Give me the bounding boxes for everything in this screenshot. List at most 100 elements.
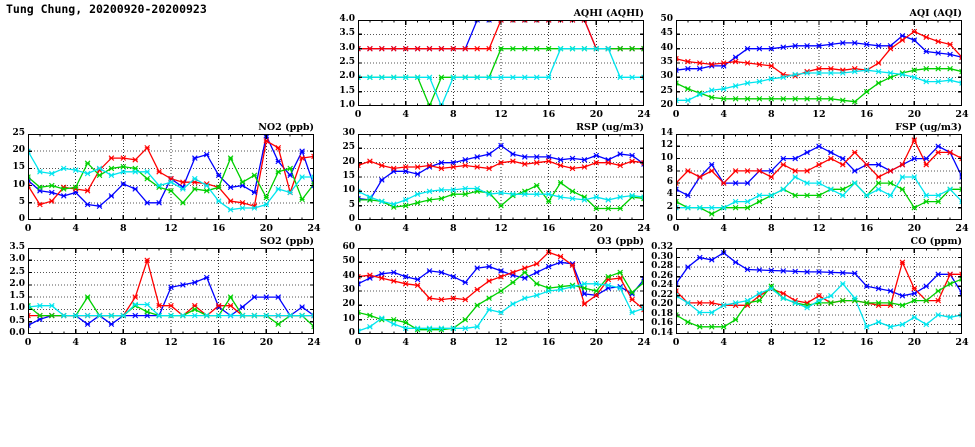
x-tick-label: 8 <box>450 337 457 348</box>
y-tick-label: 20 <box>660 100 673 110</box>
plot-area-so2 <box>28 248 314 334</box>
y-tick-label: 40 <box>660 42 673 53</box>
x-tick-label: 4 <box>720 223 727 234</box>
chart-panel-fsp: FSP (ug/m3) 0 2 4 6 8 10 12 14 0 4 8 12 16 20 24 <box>660 122 968 234</box>
y-tick-label: 0.24 <box>651 280 673 291</box>
x-tick-label: 24 <box>637 337 651 348</box>
chart-panel-rsp: RSP (ug/m3) 0 5 10 15 20 25 30 0 4 8 12 16 20 24 <box>342 122 650 234</box>
y-tick-label: 0 <box>348 328 355 338</box>
x-tick-label: 16 <box>212 223 226 234</box>
y-tick-label: 30 <box>342 285 355 295</box>
x-tick-label: 4 <box>402 337 409 348</box>
y-tick-label: 10 <box>12 179 25 190</box>
chart-panel-o3: O3 (ppb) 0 10 20 30 40 50 60 0 4 8 12 16 20 24 <box>342 236 650 348</box>
y-tick-label: 2.5 <box>9 266 25 277</box>
x-tick-label: 8 <box>450 223 457 234</box>
x-tick-label: 20 <box>589 109 603 120</box>
y-tick-label: 30 <box>660 71 673 82</box>
x-tick-label: 0 <box>354 109 362 120</box>
x-tick-label: 16 <box>542 109 556 120</box>
y-tick-label: 3.0 <box>9 254 25 265</box>
x-tick-label: 20 <box>907 337 921 348</box>
y-tick-label: 15 <box>12 162 25 173</box>
x-tick-label: 20 <box>259 337 273 348</box>
chart-title-o3: O3 (ppb) <box>596 236 644 247</box>
x-tick-label: 0 <box>24 337 32 348</box>
plot-area-fsp <box>676 134 962 220</box>
y-tick-label: 3.5 <box>9 242 25 252</box>
y-tick-label: 40 <box>342 270 355 281</box>
x-tick-label: 0 <box>672 109 680 120</box>
x-tick-label: 8 <box>120 223 127 234</box>
chart-panel-so2: SO2 (ppb) 0.0 0.5 1.0 1.5 2.0 2.5 3.0 3.5 0 4 8 12 16… <box>9 236 320 348</box>
x-tick-label: 16 <box>860 337 874 348</box>
chart-panel-aqhi: AQHI (AQHI) 1.0 1.5 2.0 2.5 3.0 3.5 4.0 0 4 8 12 16 2… <box>339 8 650 120</box>
y-tick-label: 3.5 <box>339 28 355 39</box>
x-tick-label: 8 <box>120 337 127 348</box>
x-tick-label: 12 <box>164 223 178 234</box>
plot-area-co <box>676 248 962 334</box>
y-tick-label: 0.26 <box>651 270 673 281</box>
x-tick-label: 24 <box>637 109 651 120</box>
y-tick-label: 10 <box>660 152 673 163</box>
y-tick-label: 25 <box>342 142 355 153</box>
x-tick-label: 4 <box>402 223 409 234</box>
y-tick-label: 1.0 <box>9 303 25 314</box>
y-tick-label: 1.5 <box>9 291 25 302</box>
x-tick-label: 20 <box>907 109 921 120</box>
x-tick-label: 20 <box>259 223 273 234</box>
x-tick-label: 0 <box>354 337 362 348</box>
page-title: Tung Chung, 20200920-20200923 <box>6 2 207 16</box>
series-line-day3 <box>358 271 644 331</box>
series-line-day1 <box>676 252 962 297</box>
x-tick-label: 24 <box>307 223 321 234</box>
y-tick-label: 4 <box>666 189 673 200</box>
y-tick-label: 0.5 <box>9 315 25 326</box>
x-tick-label: 8 <box>450 109 457 120</box>
x-tick-label: 12 <box>494 337 508 348</box>
x-tick-label: 0 <box>354 223 362 234</box>
x-tick-label: 24 <box>955 109 969 120</box>
y-tick-label: 1.5 <box>339 85 355 96</box>
y-tick-label: 0.16 <box>651 318 673 329</box>
x-tick-label: 4 <box>72 337 79 348</box>
chart-panel-aqi: AQI (AQI) 20 25 30 35 40 45 50 0 4 8 12 16 20 24 <box>660 8 968 120</box>
plot-area-aqi <box>676 20 962 106</box>
chart-title-rsp: RSP (ug/m3) <box>576 122 644 133</box>
y-tick-label: 10 <box>342 185 355 196</box>
y-tick-label: 0 <box>666 214 673 224</box>
x-tick-label: 12 <box>494 223 508 234</box>
y-tick-label: 35 <box>660 57 673 67</box>
y-tick-label: 0.22 <box>651 289 673 300</box>
x-tick-label: 12 <box>812 109 826 120</box>
y-tick-label: 0 <box>18 214 25 224</box>
y-tick-label: 2.5 <box>339 57 355 67</box>
y-tick-label: 15 <box>342 171 355 181</box>
series-line-day2 <box>676 260 962 306</box>
x-tick-label: 20 <box>907 223 921 234</box>
y-tick-label: 50 <box>660 14 673 24</box>
y-tick-label: 2 <box>666 201 673 212</box>
y-tick-label: 25 <box>12 128 25 138</box>
chart-title-co: CO (ppm) <box>910 236 962 247</box>
x-tick-label: 8 <box>768 109 775 120</box>
chart-title-so2: SO2 (ppb) <box>260 236 314 247</box>
x-tick-label: 4 <box>720 109 727 120</box>
plot-area-no2 <box>28 134 314 220</box>
y-tick-label: 0.30 <box>651 251 673 262</box>
y-tick-label: 0.14 <box>651 328 673 338</box>
y-tick-label: 6 <box>666 177 673 188</box>
y-tick-label: 25 <box>660 85 673 96</box>
y-tick-label: 0.18 <box>651 308 673 319</box>
y-tick-label: 1.0 <box>339 100 355 110</box>
x-tick-label: 20 <box>589 337 603 348</box>
chart-title-fsp: FSP (ug/m3) <box>895 122 962 133</box>
chart-title-no2: NO2 (ppb) <box>258 122 314 133</box>
y-tick-label: 20 <box>342 156 355 167</box>
y-tick-label: 3.0 <box>339 42 355 53</box>
y-tick-label: 5 <box>348 199 355 210</box>
x-tick-label: 0 <box>672 223 680 234</box>
y-tick-label: 30 <box>342 128 355 138</box>
x-tick-label: 12 <box>494 109 508 120</box>
